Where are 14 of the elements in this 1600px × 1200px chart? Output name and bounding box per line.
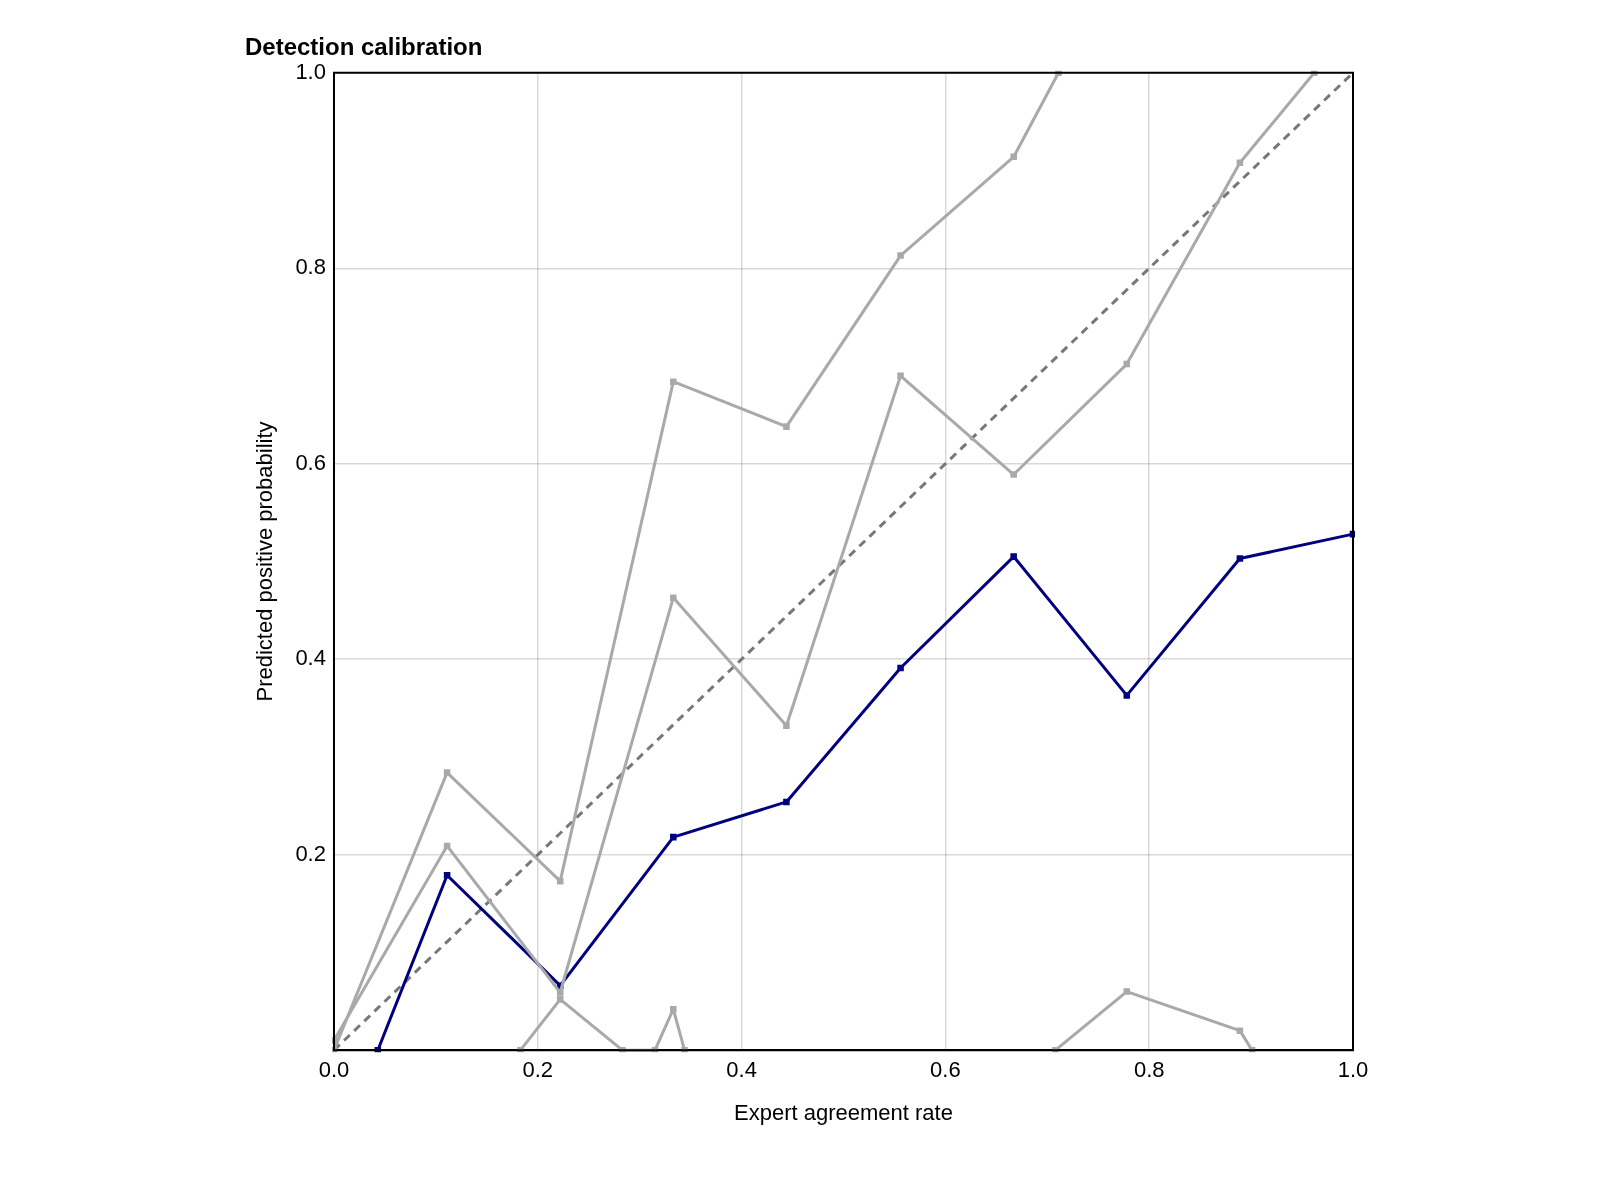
y-tick-label: 0.8 (295, 254, 326, 280)
x-tick-label: 1.0 (1337, 1057, 1369, 1083)
x-tick-label: 0.8 (1133, 1057, 1165, 1083)
x-tick-label: 0.6 (930, 1057, 961, 1083)
x-axis-title: Expert agreement rate (734, 1099, 953, 1125)
chart-title: Detection calibration (245, 33, 483, 61)
y-tick-label: 0.4 (295, 645, 326, 671)
y-tick-label: 0.6 (295, 449, 326, 475)
y-axis-title: Predicted positive probability (252, 421, 278, 702)
y-tick-label: 1.0 (295, 58, 326, 84)
x-tick-label: 0.2 (522, 1057, 554, 1083)
x-tick-label: 0.4 (726, 1057, 757, 1083)
y-tick-label: 0.2 (295, 840, 326, 866)
x-tick-label: 0.0 (318, 1057, 350, 1083)
